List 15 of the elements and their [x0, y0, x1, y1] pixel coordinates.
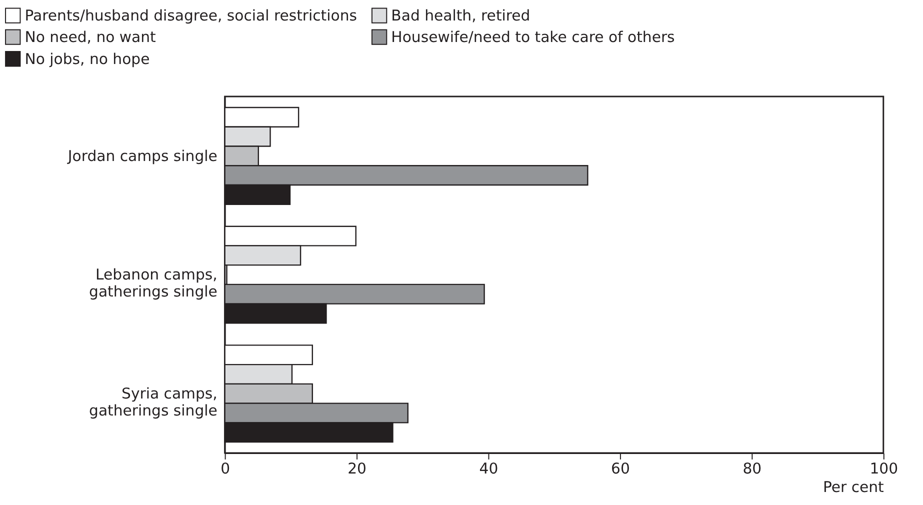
- legend-label: Bad health, retired: [391, 6, 530, 25]
- legend-label: No jobs, no hope: [24, 50, 150, 68]
- x-tick-label: 0: [220, 459, 230, 478]
- y-tick-label: Jordan camps single: [66, 146, 218, 165]
- legend-label: No need, no want: [24, 28, 156, 46]
- x-tick-label: 20: [348, 459, 366, 478]
- x-tick-label: 60: [611, 459, 630, 478]
- y-tick-label: Syria camps, gatherings single: [89, 384, 218, 420]
- y-tick-label: Lebanon camps, gatherings single: [89, 266, 218, 301]
- x-tick-label: 100: [870, 459, 898, 478]
- legend-label: Housewife/need to take care of others: [391, 28, 676, 46]
- x-tick-label: 80: [742, 459, 762, 478]
- legend-label: Parents/husband disagree, social restrictions: [24, 6, 358, 25]
- x-axis-title: Per cent: [822, 478, 884, 496]
- x-tick-label: 40: [479, 459, 498, 478]
